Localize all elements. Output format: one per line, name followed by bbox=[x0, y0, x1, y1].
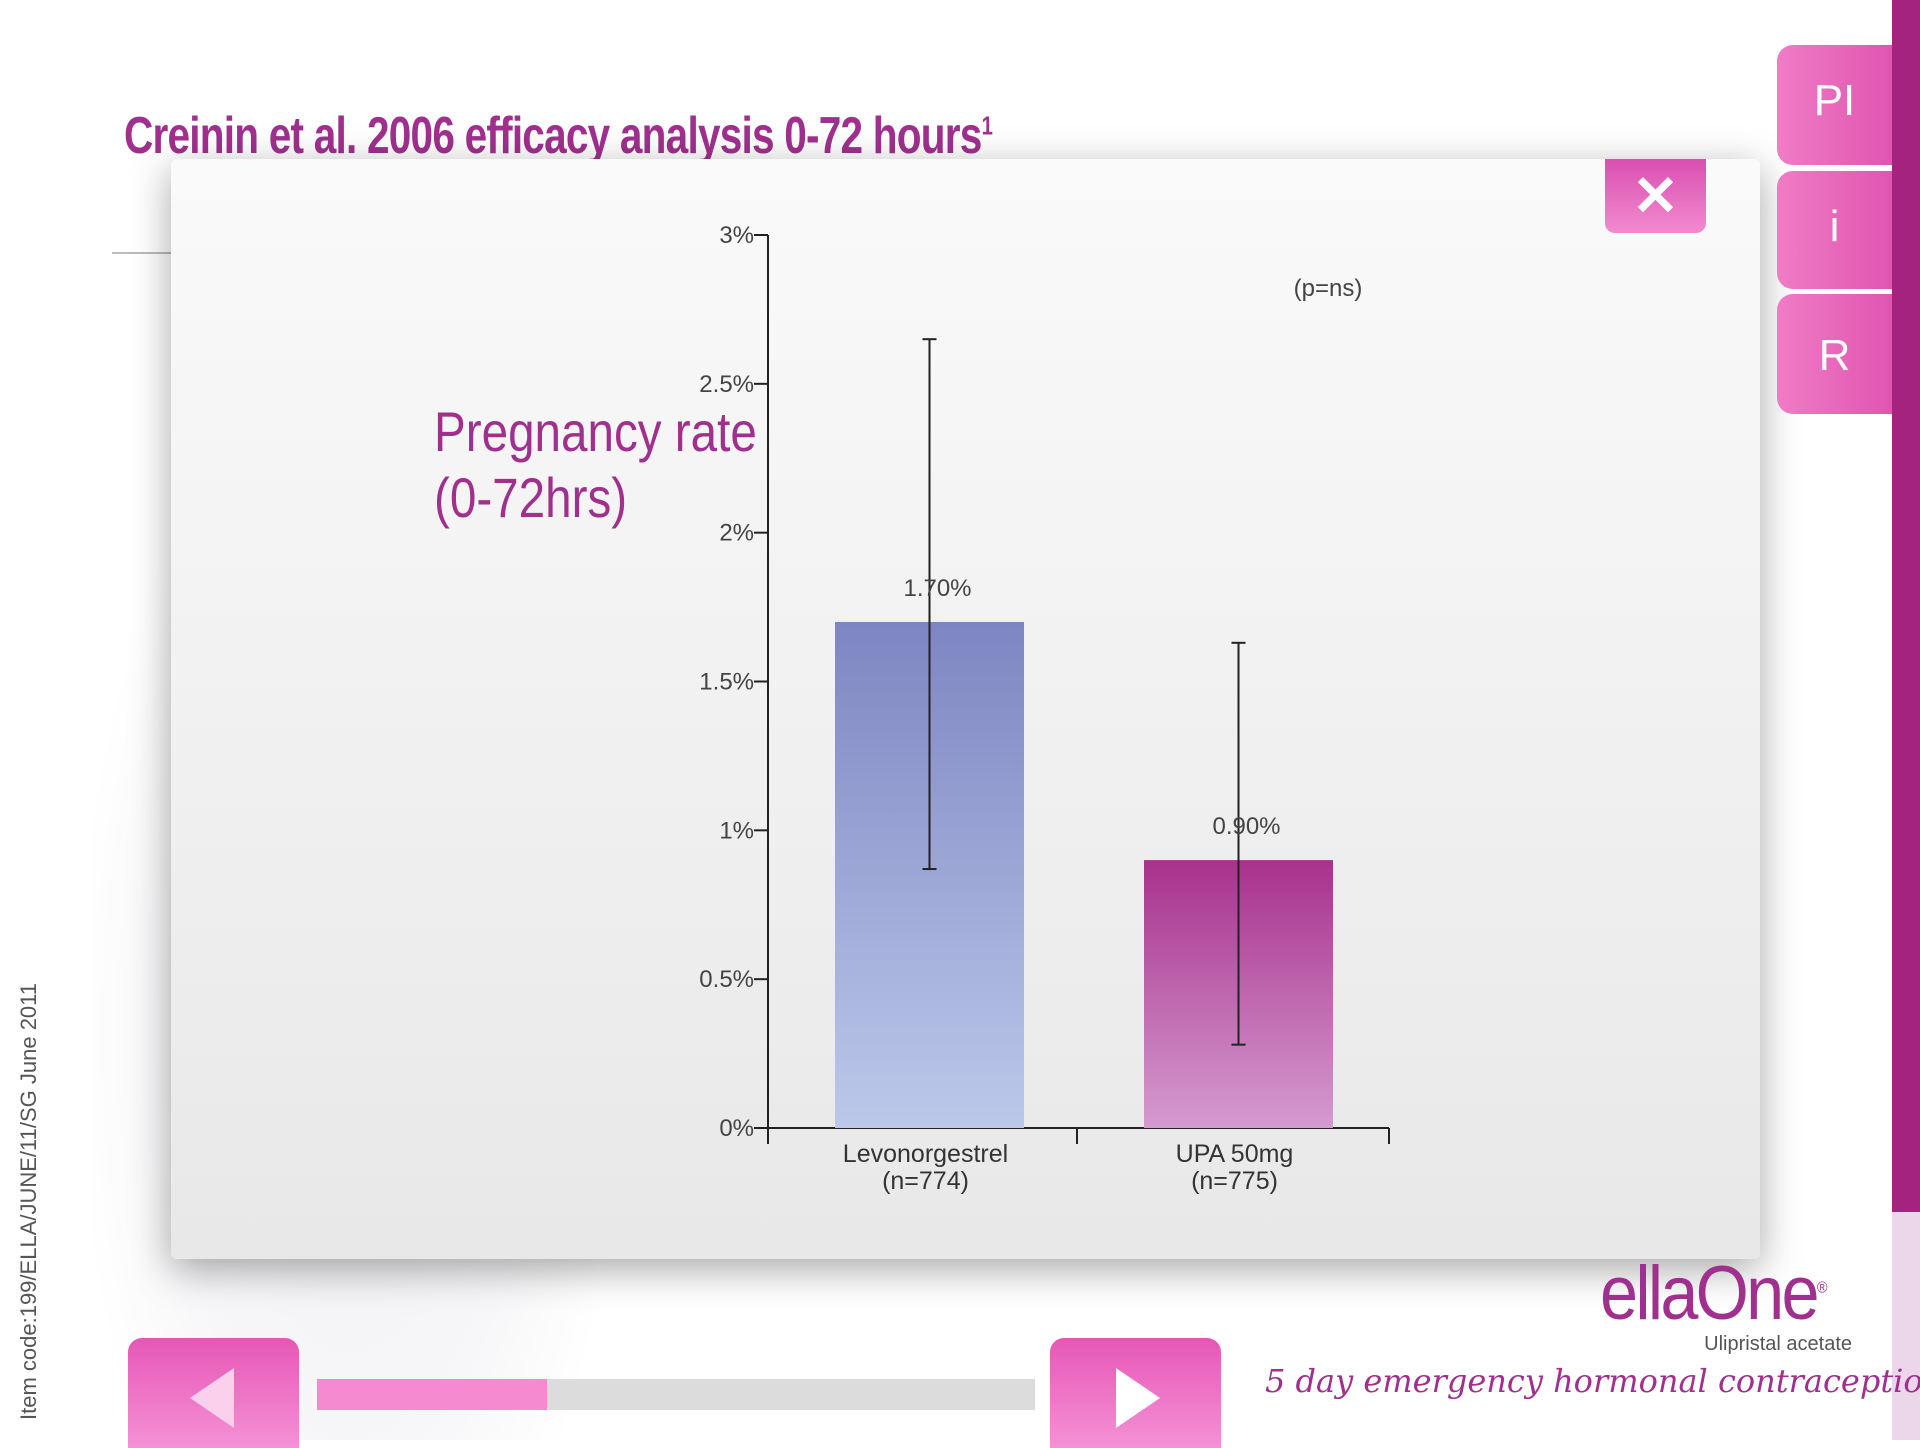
chart-heading: Pregnancy rate (0-72hrs) bbox=[434, 400, 757, 529]
tagline: 5 day emergency hormonal contraception bbox=[1265, 1362, 1920, 1400]
tab-references[interactable]: R bbox=[1777, 294, 1892, 414]
p-value-annotation: (p=ns) bbox=[1294, 275, 1363, 302]
next-button[interactable] bbox=[1050, 1338, 1221, 1448]
category-label: (n=775) bbox=[1191, 1167, 1278, 1195]
divider bbox=[112, 252, 172, 254]
y-tick-label: 1% bbox=[719, 817, 754, 844]
y-tick-label: 0.5% bbox=[699, 966, 754, 993]
category-label: Levonorgestrel bbox=[843, 1140, 1008, 1168]
prev-button[interactable] bbox=[128, 1338, 299, 1448]
progress-bar bbox=[317, 1379, 1035, 1410]
tab-info[interactable]: i bbox=[1777, 171, 1892, 289]
arrow-left-icon bbox=[190, 1368, 234, 1428]
category-label: UPA 50mg bbox=[1176, 1140, 1294, 1168]
item-code: Item code:199/ELLA/JUNE/11/SG June 2011 bbox=[16, 982, 41, 1420]
close-button[interactable]: ✕ bbox=[1605, 159, 1706, 233]
y-tick-label: 3% bbox=[719, 222, 754, 249]
y-tick-label: 2% bbox=[719, 520, 754, 547]
tab-pi[interactable]: PI bbox=[1777, 45, 1892, 165]
side-bar-lower bbox=[1892, 1212, 1920, 1440]
category-label: (n=774) bbox=[882, 1167, 969, 1195]
page-title: Creinin et al. 2006 efficacy analysis 0-… bbox=[124, 107, 993, 165]
progress-fill bbox=[317, 1379, 547, 1410]
brand-subtitle: Ulipristal acetate bbox=[1704, 1333, 1852, 1355]
y-tick-label: 0% bbox=[719, 1115, 754, 1142]
data-label: 0.90% bbox=[1212, 813, 1280, 840]
brand-logo: ellaOne® bbox=[1600, 1251, 1827, 1336]
side-bar bbox=[1892, 0, 1920, 1212]
y-tick-label: 1.5% bbox=[699, 669, 754, 696]
data-label: 1.70% bbox=[903, 575, 971, 602]
y-tick-label: 2.5% bbox=[699, 371, 754, 398]
arrow-right-icon bbox=[1116, 1368, 1160, 1428]
